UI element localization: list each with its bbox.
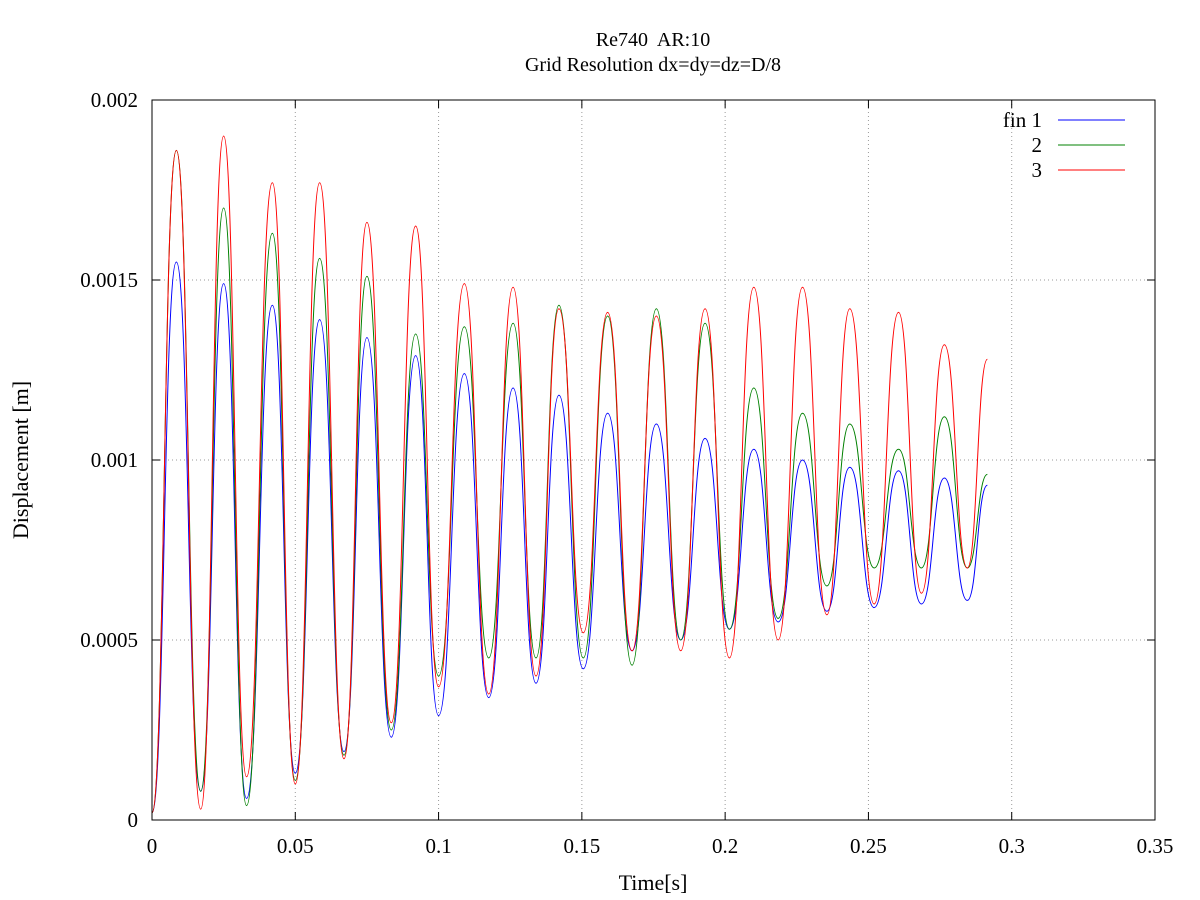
x-tick-label: 0.2 (712, 834, 738, 858)
chart-title: Re740 AR:10 (596, 29, 710, 51)
legend-label-3: 3 (1032, 158, 1043, 182)
x-tick-label: 0.25 (850, 834, 887, 858)
series-line-2 (151, 149, 988, 814)
x-tick-label: 0.3 (999, 834, 1025, 858)
grid-lines (152, 100, 1155, 820)
series-lines (151, 135, 988, 814)
y-tick-label: 0.001 (91, 448, 138, 472)
series-line-1 (151, 261, 988, 814)
x-tick-label: 0 (147, 834, 158, 858)
y-axis-label: Displacement [m] (8, 381, 33, 539)
y-tick-label: 0 (128, 808, 139, 832)
legend-label-2: 2 (1032, 133, 1043, 157)
legend-label-1: fin 1 (1003, 108, 1042, 132)
chart-subtitle: Grid Resolution dx=dy=dz=D/8 (525, 54, 781, 76)
x-tick-labels: 0 0.05 0.1 0.15 0.2 0.25 0.3 0.35 (147, 834, 1174, 858)
x-tick-label: 0.35 (1137, 834, 1174, 858)
y-tick-label: 0.002 (91, 88, 138, 112)
x-tick-label: 0.05 (277, 834, 314, 858)
y-tick-label: 0.0015 (80, 268, 138, 292)
series-line-3 (151, 135, 988, 814)
x-tick-label: 0.15 (563, 834, 600, 858)
x-axis-label: Time[s] (619, 870, 688, 895)
x-tick-label: 0.1 (425, 834, 451, 858)
axis-ticks (151, 99, 1156, 821)
y-tick-label: 0.0005 (80, 628, 138, 652)
legend: fin 123 (1003, 108, 1125, 182)
y-tick-labels: 0 0.0005 0.001 0.0015 0.002 (80, 88, 138, 832)
